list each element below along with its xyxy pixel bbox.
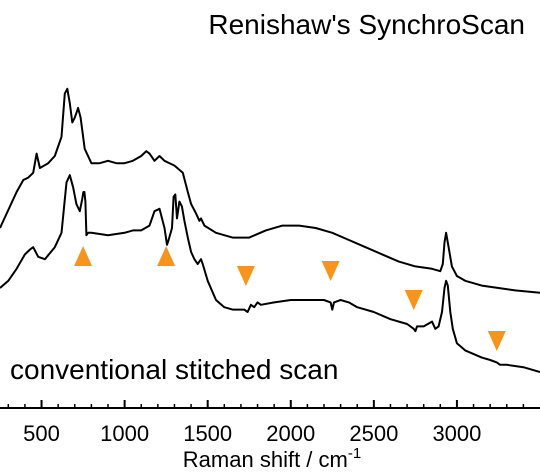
x-axis: 500 1000 1500 2000 2500 3000	[0, 400, 540, 446]
series-label-stitched: conventional stitched scan	[10, 354, 338, 385]
x-tick-label-1000: 1000	[100, 421, 149, 446]
x-axis-title-text: Raman shift / cm	[183, 447, 348, 472]
x-tick-label-500: 500	[23, 421, 60, 446]
down-triangle-marker-1	[236, 266, 255, 286]
triangle-markers	[74, 246, 506, 351]
down-triangle-marker-3	[404, 290, 423, 310]
x-tick-label-2000: 2000	[266, 421, 315, 446]
series-line-stitched-scan	[0, 174, 540, 373]
x-axis-title: Raman shift / cm-1	[183, 445, 361, 472]
x-tick-label-2500: 2500	[349, 421, 398, 446]
up-triangle-marker-1	[74, 246, 93, 266]
x-tick-label-3000: 3000	[432, 421, 481, 446]
series-line-synchroscan	[0, 87, 540, 294]
series-label-synchroscan: Renishaw's SynchroScan	[208, 9, 525, 40]
up-triangle-marker-2	[157, 246, 176, 266]
down-triangle-marker-4	[487, 331, 506, 351]
series-lines	[0, 87, 540, 373]
x-tick-label-1500: 1500	[183, 421, 232, 446]
down-triangle-marker-2	[321, 261, 340, 281]
x-axis-title-superscript: -1	[348, 445, 361, 462]
